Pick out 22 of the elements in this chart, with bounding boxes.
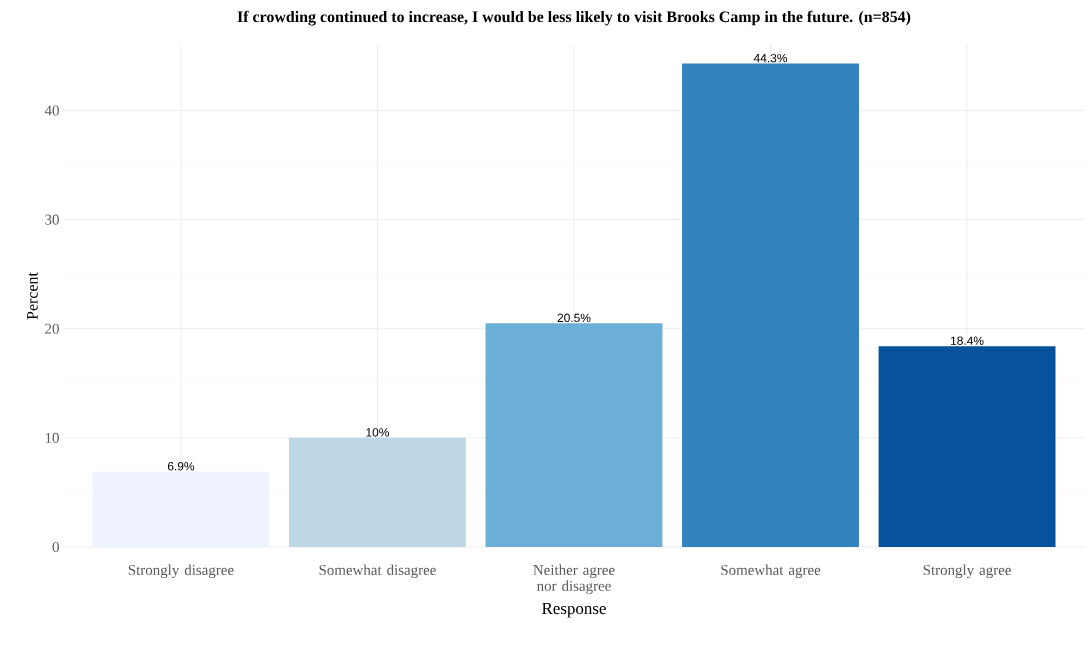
y-tick-label: 20 xyxy=(45,323,59,334)
y-tick-label: 0 xyxy=(52,541,59,553)
data-label: 44.3% xyxy=(753,53,788,63)
bar xyxy=(878,346,1056,547)
data-label: 10% xyxy=(366,428,389,437)
x-tick-label: Strongly agree xyxy=(923,564,1011,579)
y-tick-label: 30 xyxy=(45,214,59,225)
bar xyxy=(485,323,663,547)
x-tick-label: Somewhat agree xyxy=(721,564,821,579)
x-tick-label: Strongly disagree xyxy=(128,564,234,579)
bar xyxy=(289,437,466,547)
bar xyxy=(682,63,859,547)
data-label: 18.4% xyxy=(951,336,984,345)
data-label: 20.5% xyxy=(557,313,591,323)
x-tick-label: Neither agree nor disagree xyxy=(533,564,615,595)
y-tick-label: 10 xyxy=(45,432,59,443)
data-label: 6.9% xyxy=(167,462,195,471)
x-tick-label: Somewhat disagree xyxy=(319,564,436,579)
y-axis-title: Percent xyxy=(27,272,38,320)
x-axis-title: Response xyxy=(542,602,606,618)
chart-title: If crowding continued to increase, I would be less likely to visit Brooks Camp in the future. (n=854) xyxy=(237,10,911,26)
y-tick-label: 40 xyxy=(44,105,59,116)
